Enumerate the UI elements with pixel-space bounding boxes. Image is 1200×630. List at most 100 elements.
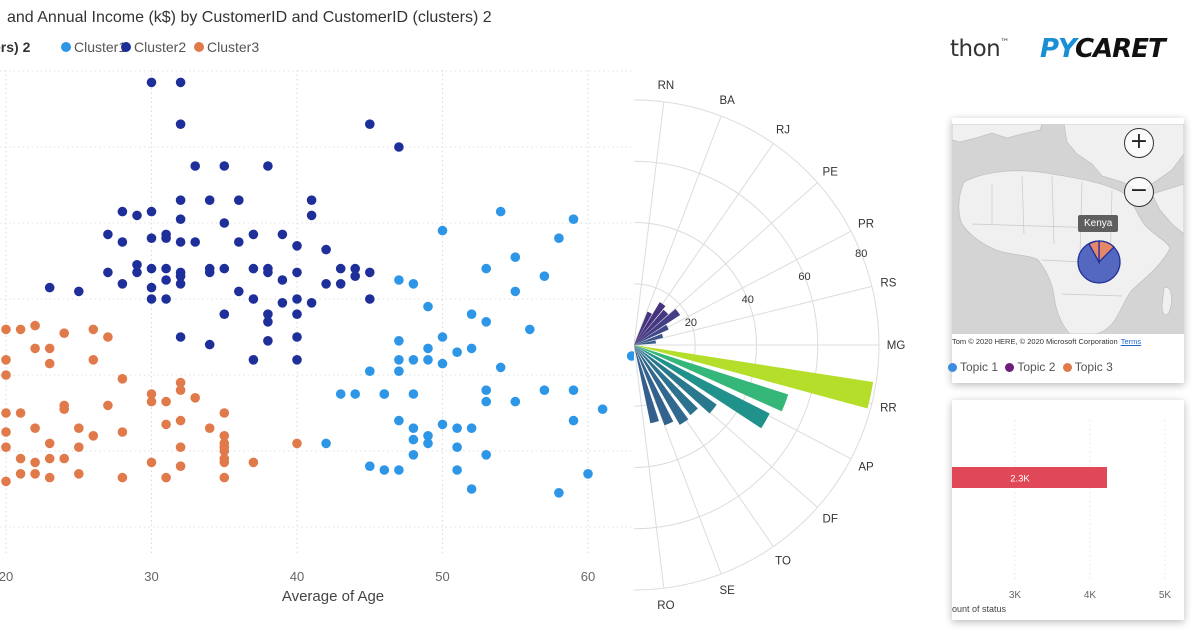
data-point[interactable]: [190, 161, 200, 171]
data-point[interactable]: [365, 461, 375, 472]
data-point[interactable]: [146, 263, 157, 274]
terms-link[interactable]: Terms: [1120, 337, 1142, 346]
radial-bar[interactable]: [634, 308, 681, 345]
kenya-pie[interactable]: [1077, 240, 1121, 284]
data-point[interactable]: [117, 427, 128, 437]
data-point[interactable]: [365, 294, 375, 304]
legend-label-cluster2[interactable]: Cluster2: [134, 39, 186, 55]
data-point[interactable]: [219, 446, 230, 456]
data-point[interactable]: [335, 263, 346, 274]
radial-bar[interactable]: [634, 302, 666, 345]
data-point[interactable]: [423, 301, 433, 312]
data-point[interactable]: [481, 450, 492, 460]
data-point[interactable]: [554, 488, 564, 498]
data-point[interactable]: [146, 77, 157, 88]
data-point[interactable]: [437, 419, 448, 430]
legend-label-cluster1[interactable]: Cluster1: [74, 39, 126, 55]
data-point[interactable]: [44, 438, 55, 449]
data-point[interactable]: [59, 453, 69, 464]
data-point[interactable]: [466, 423, 477, 434]
data-point[interactable]: [394, 336, 404, 346]
data-point[interactable]: [219, 161, 230, 171]
data-point[interactable]: [219, 218, 230, 228]
data-point[interactable]: [321, 438, 331, 449]
data-point[interactable]: [103, 229, 113, 240]
data-point[interactable]: [437, 225, 448, 236]
data-point[interactable]: [161, 263, 171, 274]
data-point[interactable]: [1, 476, 11, 487]
data-point[interactable]: [146, 282, 157, 293]
bar-chart-visual[interactable]: 2.3K 3K 4K 5K ount of status: [952, 400, 1184, 620]
data-point[interactable]: [277, 275, 288, 285]
data-point[interactable]: [350, 263, 361, 274]
data-point[interactable]: [510, 286, 521, 297]
data-point[interactable]: [263, 161, 273, 171]
data-point[interactable]: [263, 309, 273, 320]
data-point[interactable]: [1, 442, 11, 453]
data-point[interactable]: [350, 271, 361, 282]
data-point[interactable]: [394, 415, 404, 426]
data-point[interactable]: [263, 336, 273, 346]
data-point[interactable]: [30, 343, 40, 354]
data-point[interactable]: [30, 469, 40, 479]
data-point[interactable]: [481, 385, 492, 396]
data-point[interactable]: [292, 267, 302, 278]
data-point[interactable]: [394, 275, 404, 285]
data-point[interactable]: [146, 396, 157, 407]
data-point[interactable]: [175, 77, 186, 88]
map-legend-item[interactable]: Topic 1: [948, 360, 998, 374]
data-point[interactable]: [394, 366, 404, 377]
data-point[interactable]: [1, 427, 11, 437]
data-point[interactable]: [15, 453, 26, 464]
data-point[interactable]: [365, 119, 375, 129]
data-point[interactable]: [175, 442, 186, 453]
data-point[interactable]: [74, 286, 84, 297]
data-point[interactable]: [292, 241, 302, 251]
data-point[interactable]: [88, 324, 99, 335]
data-point[interactable]: [161, 472, 171, 483]
data-point[interactable]: [234, 237, 244, 247]
data-point[interactable]: [74, 469, 84, 479]
data-point[interactable]: [510, 252, 521, 262]
data-point[interactable]: [175, 415, 186, 426]
radial-bar[interactable]: [634, 345, 659, 424]
scatter-chart[interactable]: and Annual Income (k$) by CustomerID and…: [0, 0, 634, 630]
map-visual[interactable]: + − Kenya Tom © 2020 HERE, © 2020 Micros…: [948, 118, 1184, 383]
data-point[interactable]: [132, 267, 142, 278]
data-point[interactable]: [117, 206, 128, 217]
data-point[interactable]: [408, 355, 419, 365]
data-point[interactable]: [495, 362, 506, 373]
map-legend-item[interactable]: Topic 2: [1005, 360, 1055, 374]
bar-chart[interactable]: 2.3K 3K 4K 5K ount of status: [952, 400, 1184, 620]
data-point[interactable]: [525, 324, 535, 335]
data-point[interactable]: [321, 244, 331, 255]
data-point[interactable]: [292, 332, 302, 342]
data-point[interactable]: [161, 419, 171, 430]
data-point[interactable]: [161, 233, 171, 243]
data-point[interactable]: [132, 210, 142, 221]
data-point[interactable]: [204, 339, 215, 350]
data-point[interactable]: [539, 385, 550, 396]
data-point[interactable]: [306, 298, 317, 308]
data-point[interactable]: [74, 423, 84, 434]
data-point[interactable]: [248, 263, 259, 274]
data-point[interactable]: [219, 457, 230, 468]
data-point[interactable]: [423, 343, 433, 354]
data-point[interactable]: [568, 214, 579, 224]
data-point[interactable]: [175, 385, 186, 396]
radial-bar[interactable]: [634, 345, 717, 414]
data-point[interactable]: [1, 324, 11, 335]
radial-bar[interactable]: [634, 345, 874, 409]
data-point[interactable]: [495, 206, 506, 217]
radial-bar-chart[interactable]: 20 40 60 80 RN BA RJ PE PR RS MG RR AP DF TO SE RO: [634, 75, 934, 615]
data-point[interactable]: [626, 351, 634, 361]
zoom-out-button[interactable]: −: [1124, 177, 1154, 207]
data-point[interactable]: [306, 210, 317, 221]
data-point[interactable]: [117, 279, 128, 289]
data-point[interactable]: [292, 355, 302, 365]
data-point[interactable]: [1, 408, 11, 418]
data-point[interactable]: [437, 358, 448, 369]
data-point[interactable]: [204, 423, 215, 434]
data-point[interactable]: [15, 324, 26, 335]
data-point[interactable]: [219, 263, 230, 274]
